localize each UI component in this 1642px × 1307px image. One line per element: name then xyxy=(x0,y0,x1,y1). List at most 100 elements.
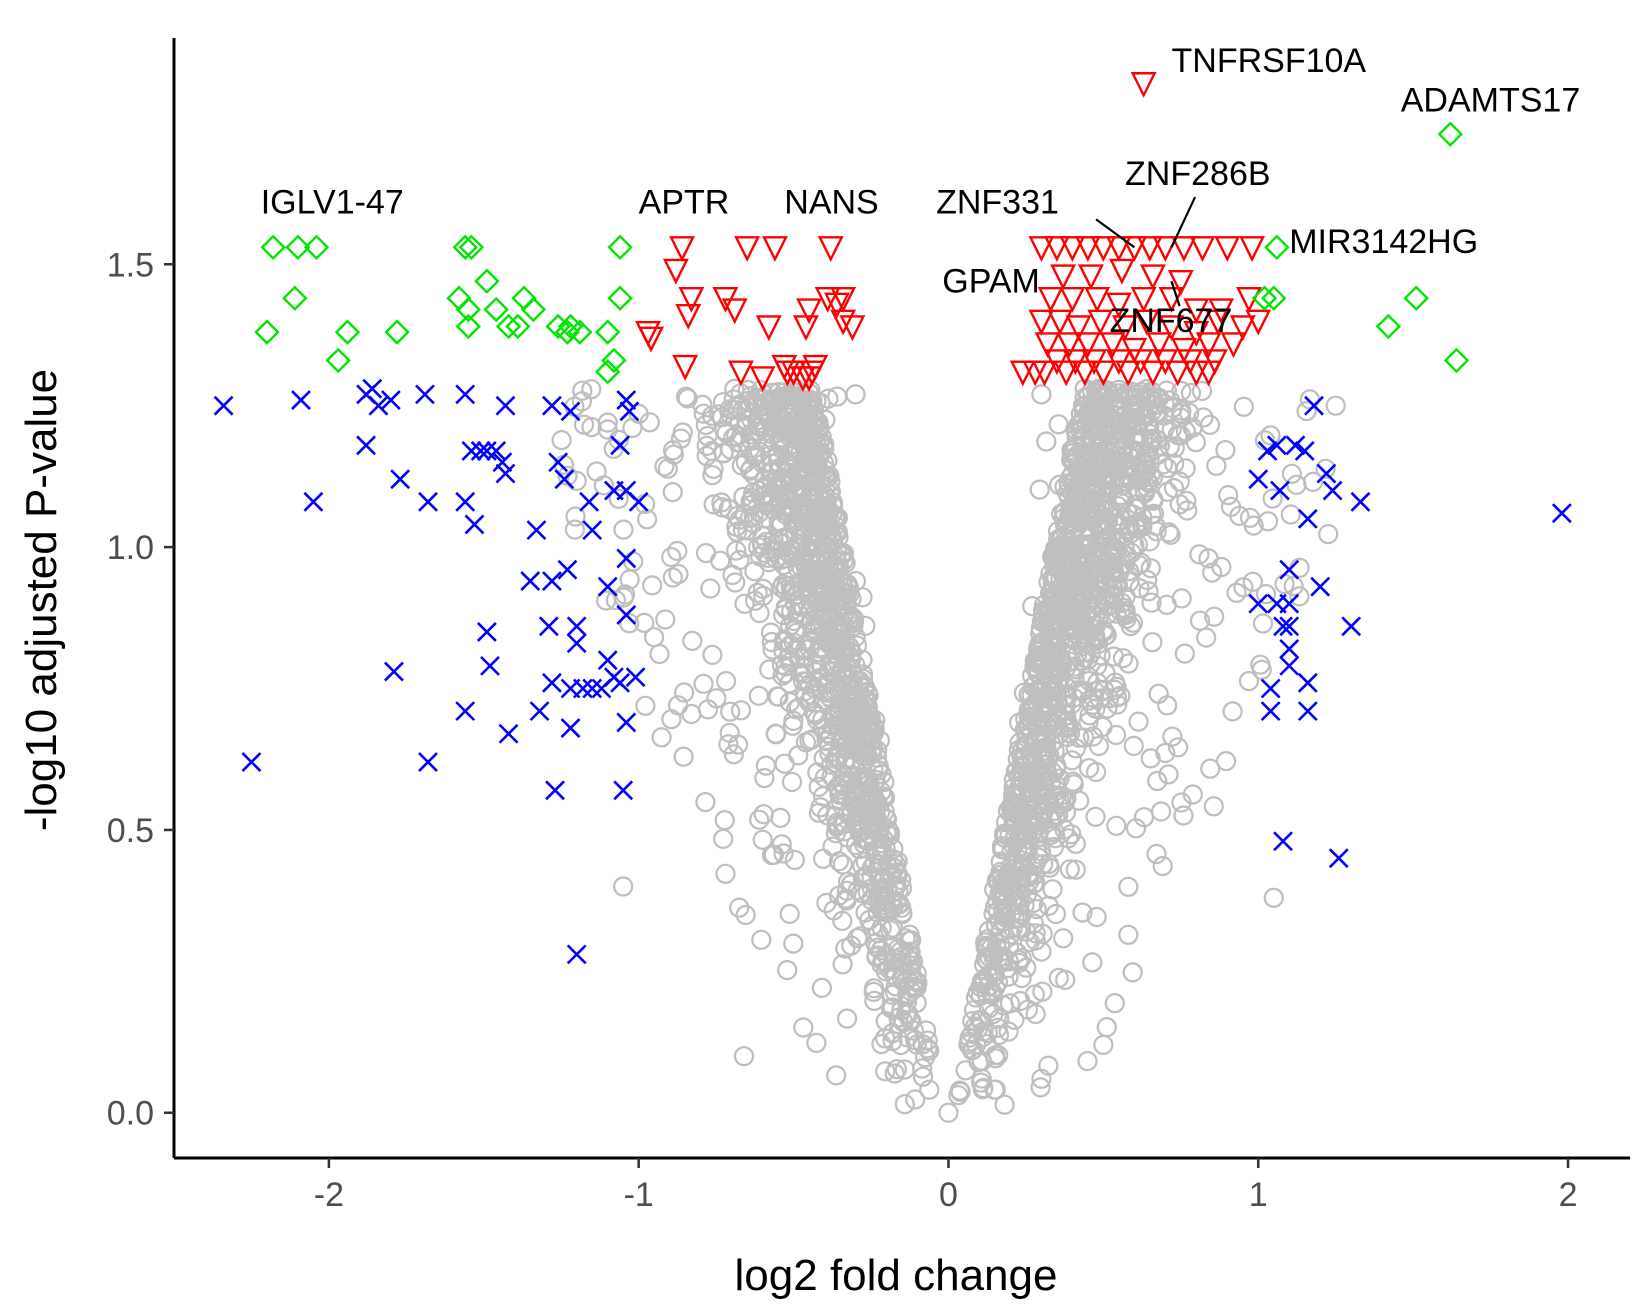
fdr-only-point xyxy=(1158,315,1185,342)
non-significant-point xyxy=(994,1094,1015,1115)
non-significant-point xyxy=(1106,815,1127,836)
non-significant-point xyxy=(1004,1009,1025,1030)
non-significant-point xyxy=(1071,413,1092,434)
non-significant-point xyxy=(825,823,847,844)
non-significant-point xyxy=(912,1066,934,1087)
non-significant-point xyxy=(811,470,832,491)
non-significant-point xyxy=(1283,575,1304,597)
non-significant-point xyxy=(828,851,850,872)
non-significant-point xyxy=(917,1038,938,1059)
non-significant-point xyxy=(895,928,916,949)
non-significant-point xyxy=(760,622,782,643)
non-significant-point xyxy=(821,682,843,704)
non-significant-point xyxy=(597,419,618,440)
non-significant-point xyxy=(1065,436,1086,457)
fdr-only-point xyxy=(1090,236,1117,262)
non-significant-point xyxy=(740,491,761,512)
non-significant-point xyxy=(788,745,809,766)
fdr-only-point xyxy=(1043,236,1070,262)
fold-change-only-point xyxy=(356,435,376,456)
non-significant-point xyxy=(803,400,825,421)
non-significant-point xyxy=(988,1024,1010,1046)
fold-change-only-point xyxy=(455,491,476,512)
non-significant-point xyxy=(1215,750,1237,772)
fdr-only-point xyxy=(1031,360,1058,387)
fdr-only-point xyxy=(1037,287,1064,313)
non-significant-point xyxy=(1041,673,1062,694)
non-significant-point xyxy=(869,821,890,842)
non-significant-point xyxy=(1099,407,1121,429)
non-significant-point xyxy=(993,995,1014,1016)
fdr-only-point xyxy=(1152,236,1179,262)
non-significant-point xyxy=(1114,464,1136,485)
fdr-only-point xyxy=(1229,315,1256,342)
non-significant-point xyxy=(1057,726,1078,748)
non-significant-point xyxy=(857,882,878,903)
non-significant-point xyxy=(890,1034,911,1056)
non-significant-point xyxy=(1031,941,1052,962)
non-significant-point xyxy=(1147,770,1168,792)
fdr-only-point xyxy=(1164,360,1191,387)
non-significant-point xyxy=(1012,768,1033,789)
gene-label: ZNF331 xyxy=(936,183,1059,221)
fold-change-only-point xyxy=(303,491,324,512)
non-significant-point xyxy=(1104,679,1125,701)
non-significant-point xyxy=(1025,656,1046,678)
non-significant-point xyxy=(1203,796,1224,817)
non-significant-point xyxy=(1059,859,1080,880)
fdr-only-point xyxy=(638,326,665,353)
fdr-only-point xyxy=(839,315,866,342)
non-significant-point xyxy=(1038,629,1060,651)
fold-change-only-point xyxy=(480,655,500,676)
non-significant-point xyxy=(1018,706,1039,727)
non-significant-point xyxy=(802,493,823,514)
non-significant-point xyxy=(1061,578,1082,599)
non-significant-point xyxy=(1036,727,1057,748)
non-significant-point xyxy=(1042,879,1063,900)
non-significant-point xyxy=(833,543,855,564)
non-significant-point xyxy=(1107,496,1129,517)
non-significant-point xyxy=(877,879,898,900)
non-significant-point xyxy=(1122,962,1143,983)
non-significant-point xyxy=(1191,380,1213,402)
non-significant-point xyxy=(781,771,803,793)
non-significant-point xyxy=(1074,378,1095,399)
non-significant-point xyxy=(1281,463,1303,484)
fdr-only-point xyxy=(1183,298,1210,325)
non-significant-point xyxy=(853,868,875,889)
non-significant-point xyxy=(675,386,697,407)
non-significant-point xyxy=(1045,543,1066,564)
non-significant-point xyxy=(716,423,737,444)
non-significant-point xyxy=(770,807,791,829)
non-significant-point xyxy=(891,878,913,899)
fdr-only-point xyxy=(1028,236,1055,262)
non-significant-point xyxy=(724,378,745,399)
fold-change-only-point xyxy=(1260,678,1281,699)
non-significant-point xyxy=(1055,969,1076,991)
non-significant-point xyxy=(1079,705,1100,726)
non-significant-point xyxy=(769,488,791,509)
fold-change-only-point xyxy=(538,616,559,637)
non-significant-point xyxy=(1158,522,1180,543)
fold-change-only-point xyxy=(566,616,587,637)
non-significant-point xyxy=(1169,471,1190,492)
non-significant-point xyxy=(622,417,643,439)
non-significant-point xyxy=(1157,457,1178,479)
non-significant-point xyxy=(1174,643,1195,664)
non-significant-point xyxy=(1215,440,1236,461)
non-significant-point xyxy=(697,425,718,447)
non-significant-point xyxy=(1077,535,1098,556)
non-significant-point xyxy=(1017,867,1039,888)
non-significant-point xyxy=(771,431,792,452)
non-significant-point xyxy=(987,1017,1008,1039)
non-significant-point xyxy=(816,892,837,914)
non-significant-point xyxy=(755,433,777,454)
non-significant-point xyxy=(754,767,775,789)
fold-change-only-point xyxy=(1297,701,1318,722)
non-significant-point xyxy=(1226,582,1247,603)
non-significant-point xyxy=(765,723,786,744)
non-significant-point xyxy=(695,791,716,813)
fdr-only-point xyxy=(1074,332,1101,359)
fold-change-only-point xyxy=(613,780,634,801)
non-significant-point xyxy=(998,862,1019,884)
